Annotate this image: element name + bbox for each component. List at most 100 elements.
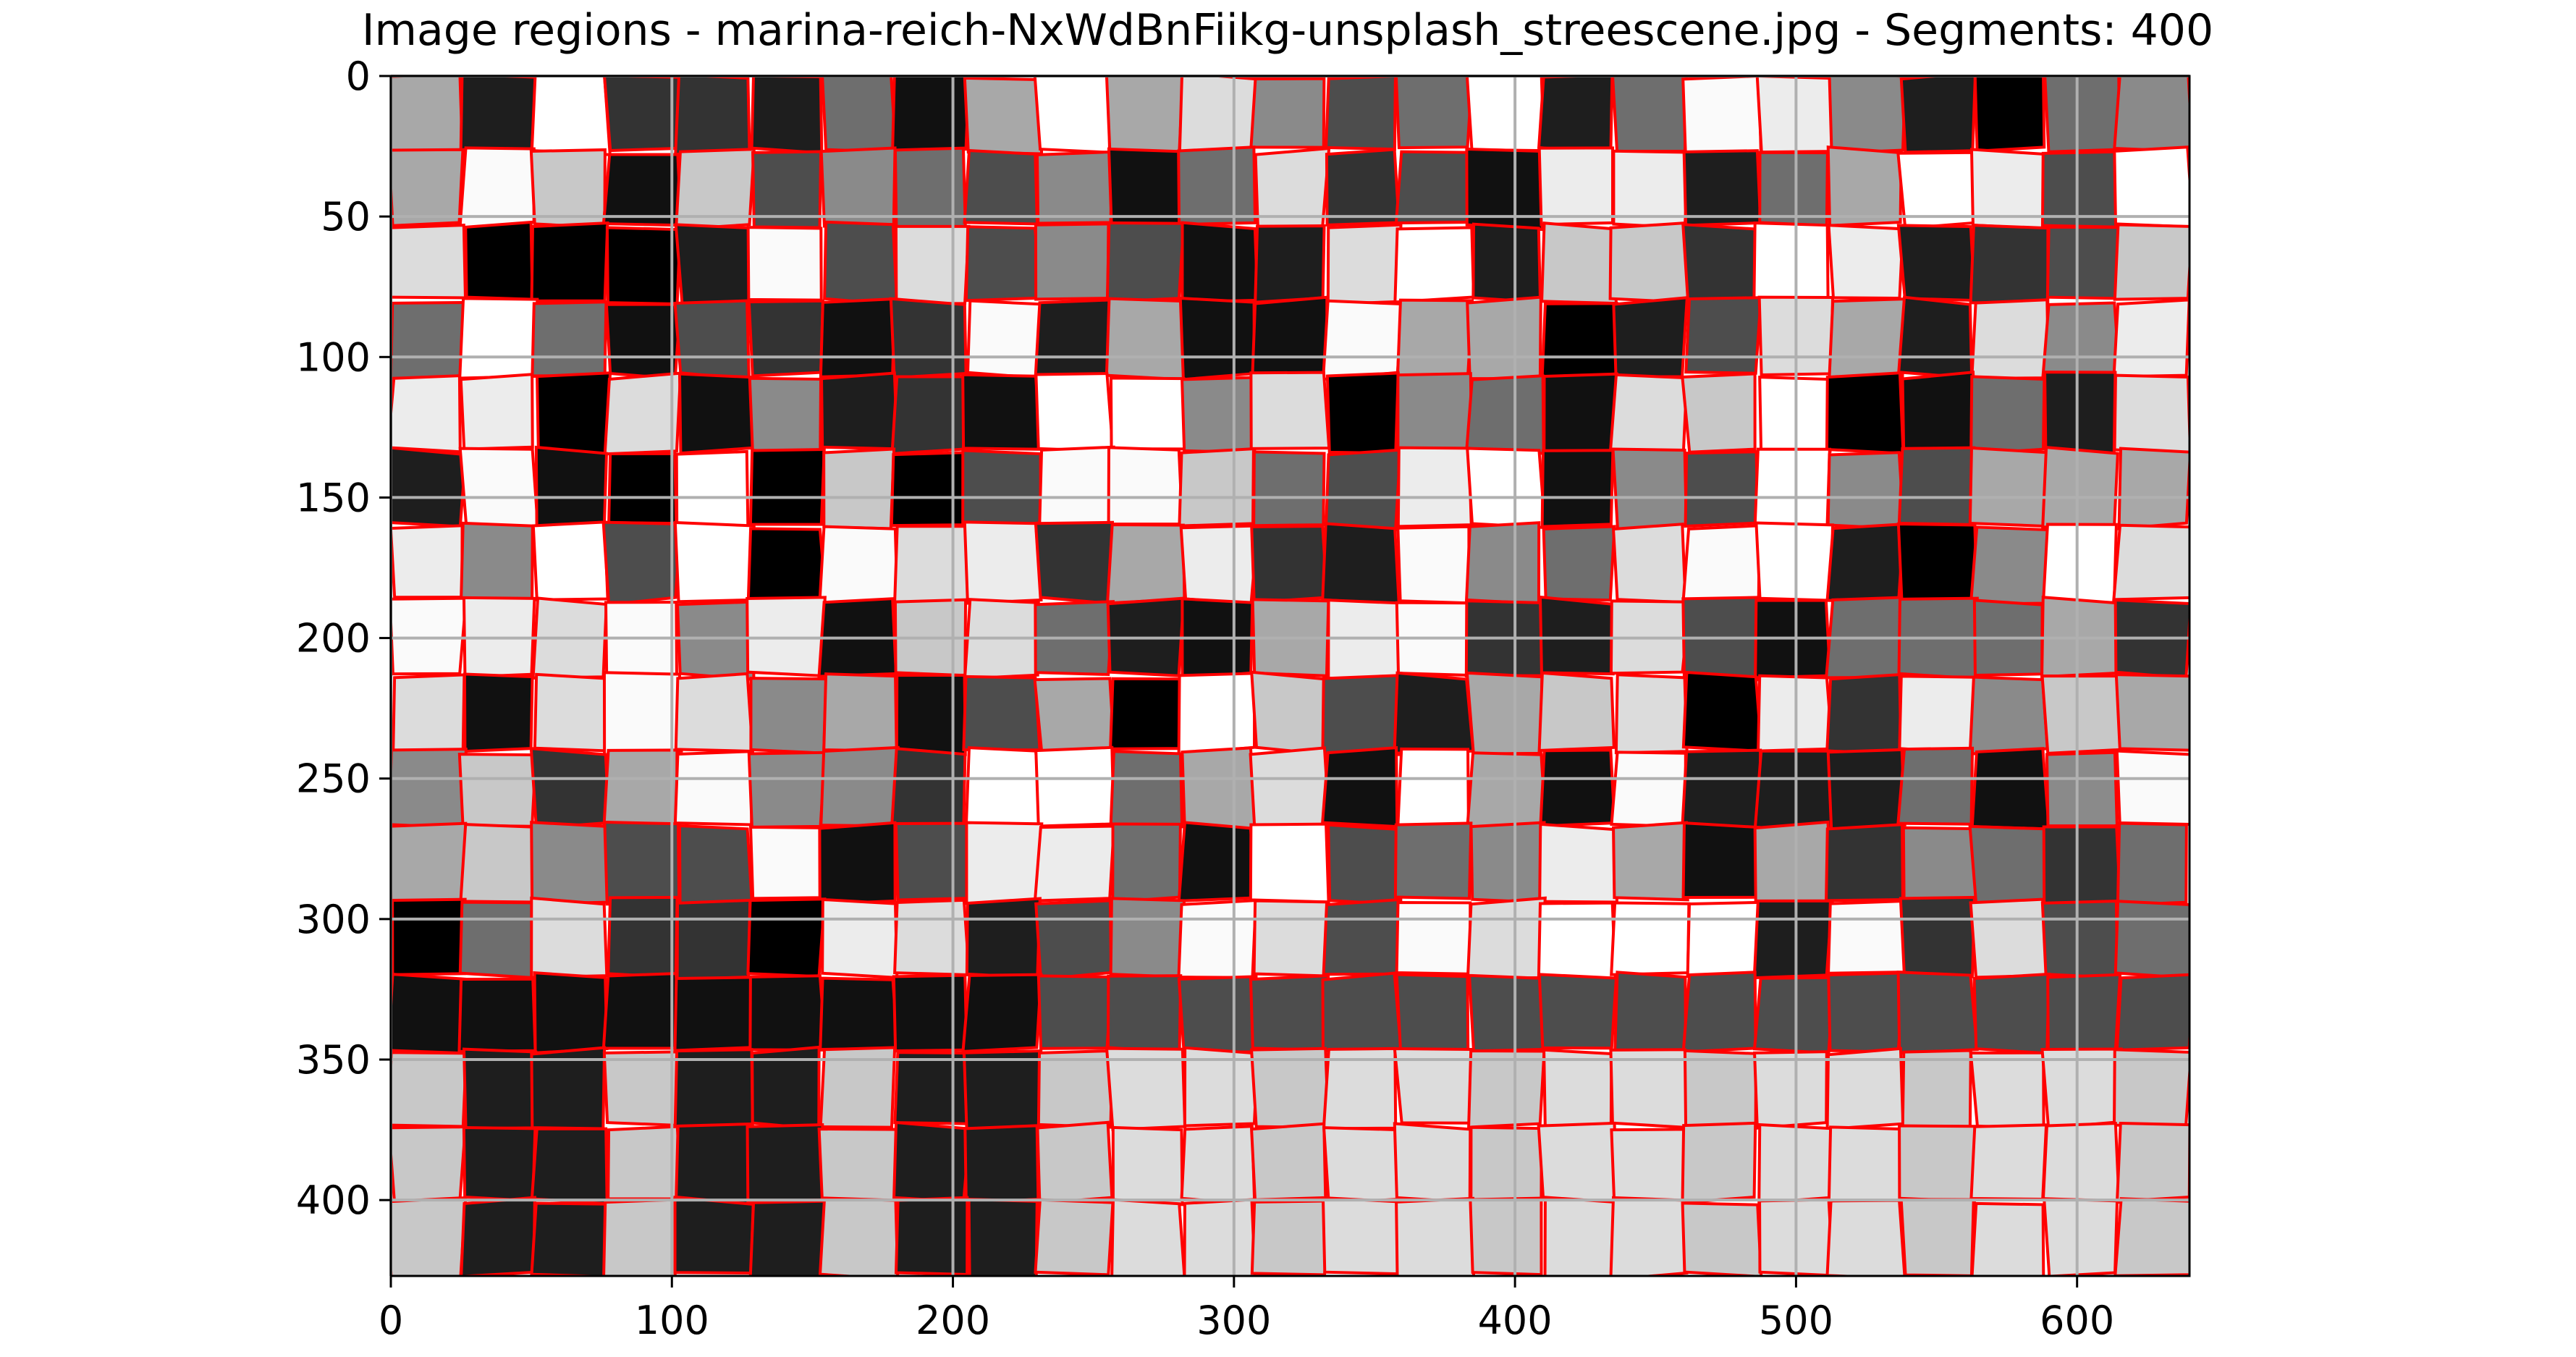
segment-region [1540, 449, 1615, 528]
segment-region [2113, 223, 2189, 301]
segment-region [1321, 971, 1403, 1054]
segment-region [1321, 745, 1399, 829]
segment-region [1970, 298, 2051, 380]
segment-region [965, 897, 1042, 980]
segment-region [1973, 76, 2046, 153]
segment-region [1183, 1198, 1257, 1276]
plot-frame [389, 75, 2191, 1277]
segment-region [1681, 76, 1762, 156]
x-tick-label: 0 [379, 1298, 403, 1343]
segment-region [1395, 1196, 1475, 1276]
segment-region [746, 897, 827, 978]
segment-region [391, 374, 462, 454]
segment-region [1395, 973, 1470, 1052]
segment-region [821, 897, 899, 980]
segment-region [1969, 224, 2050, 305]
segment-region [963, 148, 1039, 226]
segment-region [1753, 820, 1834, 906]
segment-region [1753, 749, 1834, 832]
segment-region [1758, 151, 1829, 227]
segment-region [1613, 971, 1687, 1053]
segment-region [530, 221, 609, 303]
segment-region [1901, 1049, 1972, 1130]
segment-region [531, 300, 608, 378]
segment-region [1540, 221, 1618, 305]
segment-region [1537, 973, 1618, 1050]
segment-region [602, 1198, 677, 1276]
segment-region [1611, 523, 1687, 604]
segment-region [1827, 900, 1906, 975]
segment-region [961, 373, 1044, 451]
segment-region [1609, 1048, 1689, 1129]
segment-region [1465, 147, 1544, 232]
segment-region [1898, 1124, 1977, 1204]
x-axis: 0 100 200 300 400 500 600 [379, 1276, 2114, 1343]
segment-region [673, 750, 754, 827]
segment-region [1466, 295, 1542, 381]
segment-region [531, 520, 609, 601]
segment-region [1107, 147, 1184, 229]
segment-region [1251, 295, 1329, 379]
segment-region [1538, 595, 1618, 676]
segment-region [1469, 1196, 1543, 1276]
segment-region [458, 447, 540, 531]
segment-region [1250, 525, 1329, 604]
segment-region [1610, 901, 1691, 976]
segment-region [962, 675, 1042, 752]
segment-region [822, 447, 896, 530]
segment-region [1538, 822, 1619, 904]
segment-region [1467, 973, 1547, 1053]
segment-region [963, 520, 1043, 605]
segment-region [462, 1125, 537, 1203]
segment-region [892, 973, 968, 1053]
y-tick-label: 50 [321, 194, 371, 240]
segment-region [391, 148, 465, 227]
segment-region [1681, 821, 1761, 900]
segment-region [1327, 823, 1403, 906]
segment-region [1105, 76, 1185, 156]
segment-region [458, 297, 539, 380]
segment-region [463, 672, 534, 753]
segment-region [1178, 296, 1256, 381]
segment-region [819, 1046, 897, 1129]
segment-region [530, 76, 612, 156]
segment-region [1326, 223, 1403, 306]
segment-region [821, 76, 898, 154]
segment-region [1178, 76, 1258, 155]
segment-region [533, 672, 610, 753]
segment-region [1609, 1196, 1690, 1276]
x-tick-label: 500 [1759, 1298, 1833, 1343]
segment-region [1825, 1199, 1906, 1276]
segment-region [1249, 746, 1331, 829]
segment-region [1968, 446, 2051, 528]
segment-region [1252, 899, 1330, 978]
segment-region [673, 299, 751, 381]
segment-region [1826, 145, 1903, 227]
segment-region [534, 445, 609, 529]
segment-region [1753, 447, 1831, 530]
segment-region [675, 600, 756, 682]
segment-region [1539, 748, 1616, 828]
segment-region [2112, 523, 2189, 601]
segment-region [1038, 445, 1115, 528]
segment-region [1034, 899, 1113, 981]
segment-region [1466, 751, 1547, 829]
segment-region [2043, 76, 2121, 153]
y-tick-label: 150 [296, 475, 371, 520]
segment-region [601, 972, 683, 1050]
segment-region [1899, 76, 1977, 154]
segment-region [604, 303, 683, 381]
segment-region [1252, 450, 1326, 528]
segment-region [823, 220, 899, 307]
segment-region [1611, 447, 1688, 531]
segment-region [1250, 670, 1330, 756]
segment-region [2045, 751, 2119, 828]
segment-region [965, 821, 1044, 905]
segment-region [748, 1199, 828, 1276]
segment-region [1681, 372, 1757, 454]
segment-region [1608, 373, 1689, 455]
segment-region [1469, 821, 1546, 904]
segment-region [457, 753, 538, 828]
segment-region [603, 371, 683, 456]
